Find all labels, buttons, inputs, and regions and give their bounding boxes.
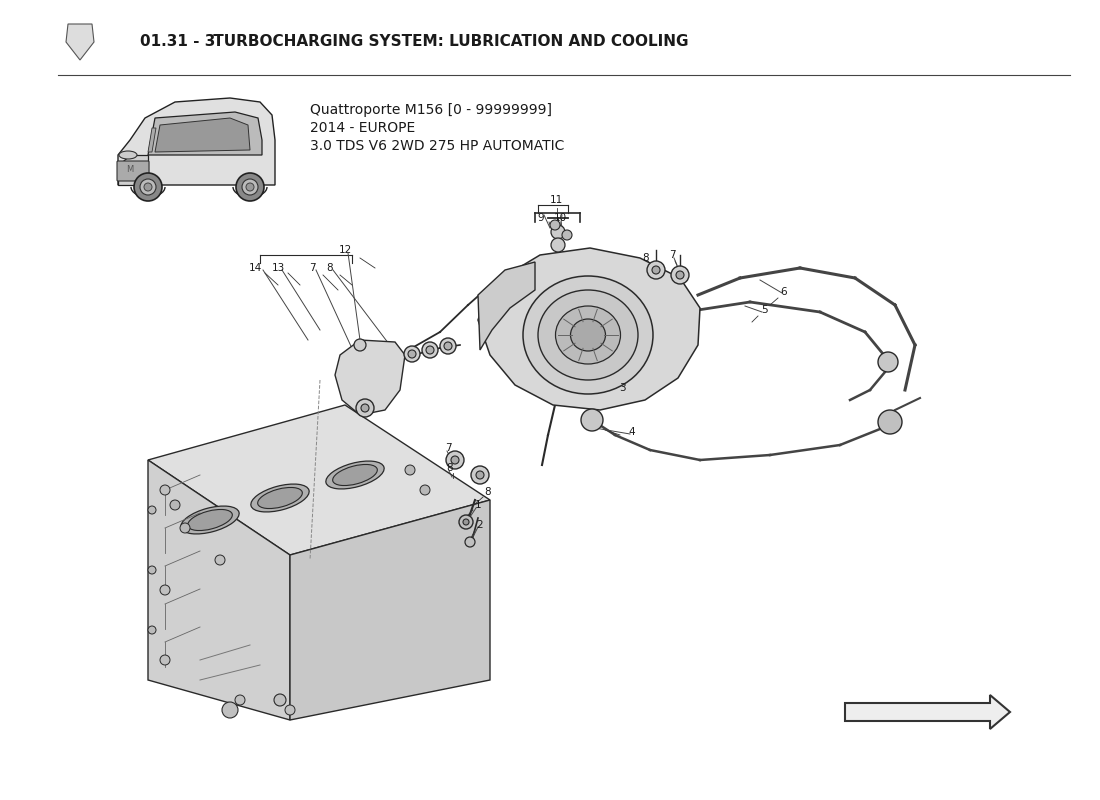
- FancyBboxPatch shape: [117, 161, 148, 181]
- Circle shape: [242, 179, 258, 195]
- Circle shape: [676, 271, 684, 279]
- Polygon shape: [66, 24, 94, 60]
- Circle shape: [476, 471, 484, 479]
- Ellipse shape: [522, 276, 653, 394]
- Circle shape: [235, 695, 245, 705]
- Text: 2014 - EUROPE: 2014 - EUROPE: [310, 121, 416, 135]
- Circle shape: [440, 338, 456, 354]
- Ellipse shape: [257, 487, 303, 509]
- Circle shape: [652, 266, 660, 274]
- Polygon shape: [845, 695, 1010, 729]
- Circle shape: [408, 350, 416, 358]
- Polygon shape: [336, 340, 405, 415]
- Text: 6: 6: [781, 287, 788, 297]
- Circle shape: [354, 339, 366, 351]
- Ellipse shape: [332, 465, 377, 486]
- Circle shape: [420, 485, 430, 495]
- Circle shape: [459, 515, 473, 529]
- Circle shape: [451, 456, 459, 464]
- Text: 8: 8: [642, 253, 649, 263]
- Text: 01.31 - 3: 01.31 - 3: [140, 34, 216, 50]
- Circle shape: [274, 694, 286, 706]
- Circle shape: [236, 173, 264, 201]
- Polygon shape: [478, 248, 700, 410]
- Circle shape: [562, 230, 572, 240]
- Text: 2: 2: [476, 520, 483, 530]
- Circle shape: [160, 655, 170, 665]
- Text: 1: 1: [475, 500, 482, 510]
- Ellipse shape: [180, 506, 239, 534]
- Text: 3: 3: [618, 383, 625, 393]
- Circle shape: [551, 238, 565, 252]
- Polygon shape: [155, 118, 250, 152]
- Text: 8: 8: [327, 263, 333, 273]
- Text: 12: 12: [339, 245, 352, 255]
- Text: 8: 8: [447, 463, 453, 473]
- Text: 8: 8: [485, 487, 492, 497]
- Text: M: M: [126, 166, 133, 174]
- Polygon shape: [148, 128, 156, 152]
- Text: 7: 7: [444, 443, 451, 453]
- Ellipse shape: [326, 461, 384, 489]
- Circle shape: [148, 626, 156, 634]
- Ellipse shape: [119, 151, 138, 159]
- Circle shape: [134, 173, 162, 201]
- Circle shape: [422, 342, 438, 358]
- Polygon shape: [148, 405, 490, 555]
- Circle shape: [170, 500, 180, 510]
- Circle shape: [404, 346, 420, 362]
- Circle shape: [140, 179, 156, 195]
- Circle shape: [671, 266, 689, 284]
- Circle shape: [426, 346, 434, 354]
- Circle shape: [148, 566, 156, 574]
- Circle shape: [878, 352, 898, 372]
- Circle shape: [465, 537, 475, 547]
- Text: 9: 9: [538, 213, 544, 223]
- Ellipse shape: [538, 290, 638, 380]
- Text: 14: 14: [249, 263, 262, 273]
- Text: 3.0 TDS V6 2WD 275 HP AUTOMATIC: 3.0 TDS V6 2WD 275 HP AUTOMATIC: [310, 139, 564, 153]
- Circle shape: [550, 220, 560, 230]
- Polygon shape: [118, 98, 275, 185]
- Circle shape: [144, 183, 152, 191]
- Text: TURBOCHARGING SYSTEM: LUBRICATION AND COOLING: TURBOCHARGING SYSTEM: LUBRICATION AND CO…: [208, 34, 689, 50]
- Circle shape: [405, 465, 415, 475]
- Circle shape: [160, 485, 170, 495]
- Polygon shape: [118, 155, 148, 185]
- Circle shape: [444, 342, 452, 350]
- Ellipse shape: [251, 484, 309, 512]
- Polygon shape: [290, 500, 490, 720]
- Circle shape: [356, 399, 374, 417]
- Circle shape: [222, 702, 238, 718]
- Circle shape: [471, 466, 490, 484]
- Text: 13: 13: [272, 263, 285, 273]
- Text: 11: 11: [549, 195, 562, 205]
- Polygon shape: [148, 112, 262, 155]
- Polygon shape: [148, 460, 290, 720]
- Text: 5: 5: [761, 305, 768, 315]
- Text: Quattroporte M156 [0 - 99999999]: Quattroporte M156 [0 - 99999999]: [310, 103, 552, 117]
- Circle shape: [361, 404, 368, 412]
- Polygon shape: [478, 262, 535, 350]
- Ellipse shape: [188, 510, 232, 530]
- Circle shape: [581, 409, 603, 431]
- Text: 4: 4: [629, 427, 636, 437]
- Circle shape: [180, 523, 190, 533]
- Circle shape: [878, 410, 902, 434]
- Circle shape: [160, 585, 170, 595]
- Circle shape: [446, 451, 464, 469]
- Circle shape: [551, 225, 565, 239]
- Circle shape: [647, 261, 666, 279]
- Text: 7: 7: [669, 250, 675, 260]
- Circle shape: [285, 705, 295, 715]
- Circle shape: [214, 555, 225, 565]
- Circle shape: [246, 183, 254, 191]
- Text: 7: 7: [309, 263, 316, 273]
- Ellipse shape: [571, 319, 605, 351]
- Circle shape: [148, 506, 156, 514]
- Text: 10: 10: [553, 213, 566, 223]
- Ellipse shape: [556, 306, 620, 364]
- Circle shape: [463, 519, 469, 525]
